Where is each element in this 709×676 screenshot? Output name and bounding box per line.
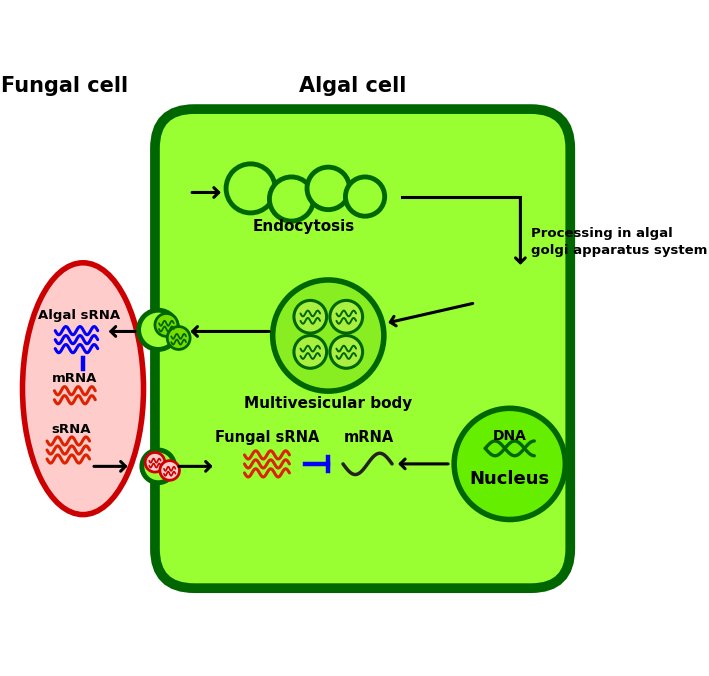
Circle shape — [307, 167, 350, 210]
Circle shape — [155, 314, 178, 337]
Text: mRNA: mRNA — [344, 430, 394, 445]
Text: DNA: DNA — [493, 429, 527, 443]
Circle shape — [160, 460, 179, 480]
Circle shape — [294, 335, 327, 368]
Text: Processing in algal
golgi apparatus system: Processing in algal golgi apparatus syst… — [531, 226, 708, 256]
Text: sRNA: sRNA — [51, 423, 91, 436]
Text: Endocytosis: Endocytosis — [252, 219, 355, 235]
Circle shape — [226, 164, 275, 213]
Circle shape — [269, 177, 313, 221]
Circle shape — [145, 452, 164, 472]
Text: Fungal sRNA: Fungal sRNA — [215, 430, 319, 445]
Text: Nucleus: Nucleus — [469, 470, 549, 487]
Circle shape — [330, 300, 362, 333]
Text: Algal cell: Algal cell — [299, 76, 406, 96]
Circle shape — [454, 408, 565, 519]
Text: Fungal cell: Fungal cell — [1, 76, 128, 96]
Text: mRNA: mRNA — [52, 372, 98, 385]
Text: Multivesicular body: Multivesicular body — [244, 396, 413, 411]
FancyBboxPatch shape — [155, 109, 570, 588]
Circle shape — [167, 327, 190, 349]
Circle shape — [345, 177, 385, 216]
Circle shape — [142, 450, 174, 483]
Circle shape — [294, 300, 327, 333]
Ellipse shape — [23, 263, 143, 514]
Circle shape — [330, 335, 362, 368]
Circle shape — [273, 280, 384, 391]
Circle shape — [138, 310, 178, 349]
Text: Algal sRNA: Algal sRNA — [38, 309, 120, 322]
